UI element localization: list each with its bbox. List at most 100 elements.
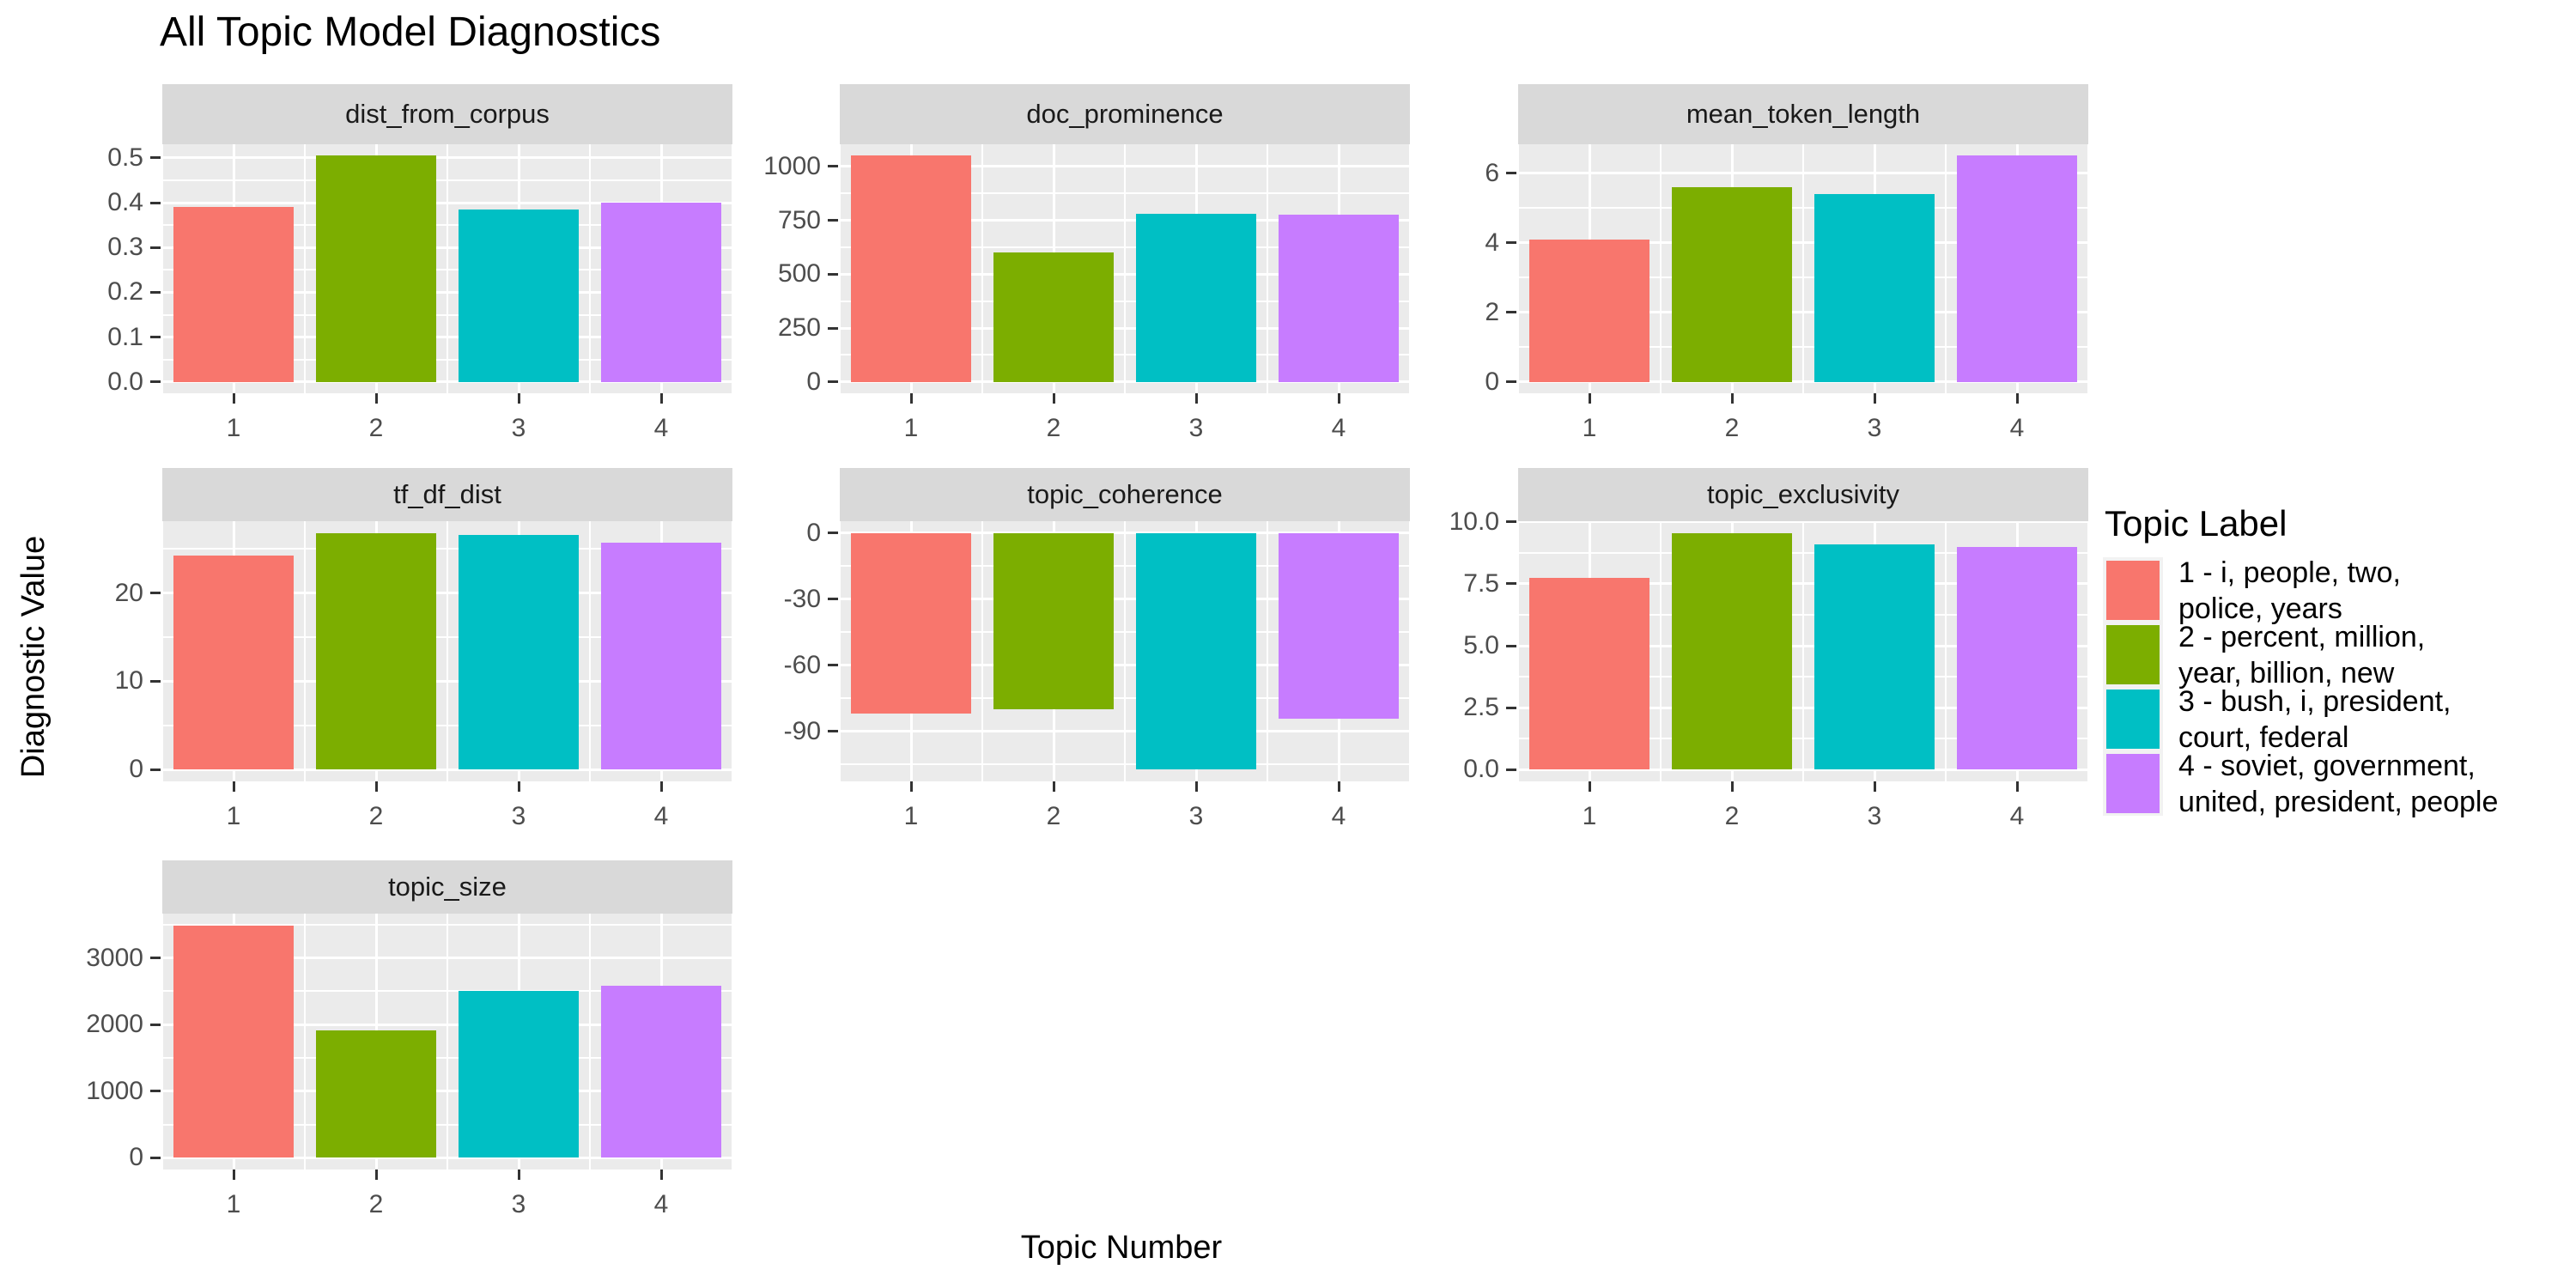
bar-topic-4	[1279, 215, 1399, 382]
gridline-horizontal-major	[162, 957, 732, 960]
x-tick-mark	[1873, 781, 1876, 792]
gridline-vertical-minor	[1945, 144, 1947, 393]
x-tick-label: 4	[653, 414, 669, 442]
x-tick-label: 4	[1331, 414, 1346, 442]
facet-panel	[162, 521, 732, 781]
gridline-horizontal-minor	[162, 224, 732, 227]
gridline-horizontal-major	[1518, 311, 2088, 314]
gridline-vertical-minor	[1267, 144, 1268, 393]
bar-topic-4	[1957, 155, 2077, 382]
gridline-horizontal-major	[1518, 521, 2088, 524]
gridline-horizontal-major	[162, 592, 732, 595]
y-tick-mark	[150, 957, 161, 960]
gridline-horizontal-major	[840, 219, 1410, 222]
x-tick-mark	[1873, 393, 1876, 404]
y-tick-label: -90	[783, 716, 821, 745]
gridline-horizontal-minor	[840, 192, 1410, 195]
legend-entry-line: 1 - i, people, two,	[2178, 556, 2401, 589]
legend-entry-label: 4 - soviet, government, united, president…	[2178, 748, 2498, 820]
y-tick-label: 4	[1485, 228, 1499, 257]
y-tick-mark	[150, 1090, 161, 1093]
y-tick-mark	[828, 598, 838, 601]
legend-key-swatch	[2106, 625, 2160, 684]
y-tick-mark	[150, 1023, 161, 1026]
x-tick-label: 3	[511, 802, 526, 830]
gridline-vertical-minor	[1518, 144, 1519, 393]
x-tick-label: 3	[1188, 802, 1204, 830]
y-tick-mark	[150, 679, 161, 683]
x-tick-mark	[1337, 781, 1340, 792]
bar-topic-4	[601, 203, 721, 382]
x-tick-mark	[1730, 781, 1734, 792]
gridline-horizontal-minor	[162, 923, 732, 926]
gridline-vertical-minor	[1124, 521, 1126, 781]
facet-strip: topic_size	[162, 860, 732, 914]
gridline-horizontal-minor	[840, 300, 1410, 302]
bar-topic-2	[1672, 532, 1792, 770]
y-tick-mark	[150, 336, 161, 339]
x-tick-mark	[1730, 393, 1734, 404]
x-tick-label: 1	[1582, 414, 1597, 442]
gridline-vertical-minor	[1267, 521, 1268, 781]
legend-entry-line: 2 - percent, million,	[2178, 621, 2426, 653]
gridline-horizontal-major	[162, 768, 732, 771]
x-tick-mark	[1194, 393, 1198, 404]
legend-entry-label: 1 - i, people, two, police, years	[2178, 555, 2401, 627]
gridline-horizontal-minor	[840, 246, 1410, 248]
x-tick-label: 1	[1582, 802, 1597, 830]
x-tick-mark	[1194, 781, 1198, 792]
facet-panel	[162, 914, 732, 1170]
gridline-vertical-minor	[162, 914, 163, 1170]
facet-strip: topic_exclusivity	[1518, 468, 2088, 521]
y-tick-mark	[150, 768, 161, 771]
y-tick-label: 5.0	[1463, 631, 1499, 659]
y-tick-label: 500	[777, 259, 821, 289]
y-tick-mark	[828, 219, 838, 222]
y-tick-mark	[150, 246, 161, 249]
bar-topic-3	[459, 209, 579, 382]
gridline-vertical-minor	[1660, 144, 1662, 393]
gridline-horizontal-major	[840, 664, 1410, 667]
gridline-vertical-minor	[162, 521, 163, 781]
bar-topic-1	[851, 155, 971, 382]
bar-topic-3	[1136, 532, 1256, 769]
y-tick-mark	[1506, 706, 1516, 709]
x-tick-label: 3	[511, 1190, 526, 1218]
legend-key-swatch	[2106, 754, 2160, 813]
gridline-vertical-minor	[1802, 144, 1804, 393]
x-tick-mark	[659, 781, 663, 792]
gridline-vertical-minor	[447, 144, 448, 393]
gridline-horizontal-minor	[1518, 207, 2088, 210]
y-tick-label: 0	[129, 755, 143, 784]
x-tick-label: 4	[2009, 414, 2025, 442]
y-tick-label: 0	[806, 518, 821, 547]
y-tick-label: 250	[777, 313, 821, 343]
legend-entry-label: 2 - percent, million, year, billion, new	[2178, 619, 2425, 691]
bar-topic-4	[601, 543, 721, 770]
gridline-horizontal-major	[840, 380, 1410, 384]
gridline-vertical-minor	[162, 144, 163, 393]
legend-title: Topic Label	[2105, 503, 2287, 544]
legend-entry-line: 3 - bush, i, president,	[2178, 685, 2451, 718]
gridline-vertical-minor	[1945, 521, 1947, 781]
gridline-horizontal-major	[162, 1156, 732, 1159]
gridline-horizontal-minor	[162, 724, 732, 726]
facet-panel	[840, 521, 1410, 781]
gridline-vertical-minor	[981, 521, 983, 781]
x-tick-mark	[374, 393, 378, 404]
gridline-horizontal-minor	[162, 358, 732, 361]
gridline-vertical-minor	[2087, 144, 2088, 393]
bar-topic-1	[173, 925, 294, 1158]
bar-topic-2	[316, 1030, 436, 1158]
y-tick-mark	[1506, 582, 1516, 586]
gridline-horizontal-major	[162, 679, 732, 683]
x-tick-mark	[1052, 393, 1055, 404]
bar-topic-1	[1529, 239, 1649, 382]
y-tick-label: 10.0	[1449, 507, 1499, 536]
y-tick-mark	[828, 532, 838, 535]
gridline-vertical-minor	[304, 144, 306, 393]
gridline-vertical-minor	[981, 144, 983, 393]
gridline-horizontal-minor	[840, 697, 1410, 700]
y-tick-label: 750	[777, 205, 821, 234]
